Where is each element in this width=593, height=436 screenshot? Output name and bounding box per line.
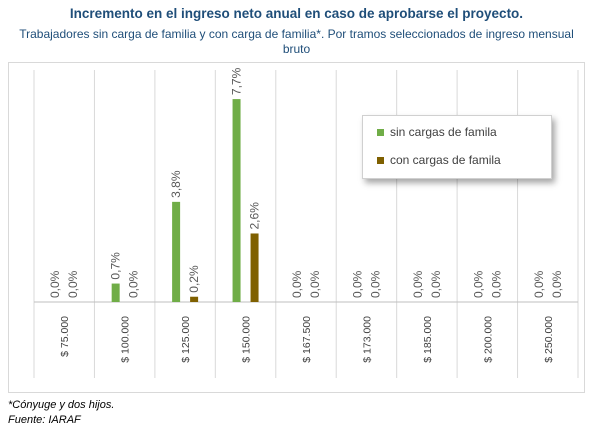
data-label: 0,0% <box>127 270 141 298</box>
bar-sin-cargas <box>111 283 120 302</box>
source-note: Fuente: IARAF <box>8 414 81 426</box>
data-label: 0,7% <box>109 252 123 280</box>
legend-label-con-cargas: con cargas de famila <box>390 153 501 167</box>
chart-subtitle: Trabajadores sin carga de familia y con … <box>19 27 574 56</box>
data-label: 0,0% <box>429 270 443 298</box>
data-label: 0,0% <box>368 270 382 298</box>
x-tick-label: $ 200.000 <box>482 316 494 363</box>
bar-con-cargas <box>190 296 199 302</box>
bar-con-cargas <box>250 233 259 302</box>
bar-sin-cargas <box>172 201 181 302</box>
data-label: 2,6% <box>248 202 262 230</box>
legend-swatch-con-cargas <box>377 156 384 164</box>
bar-sin-cargas <box>232 99 241 302</box>
x-tick-label: $ 125.000 <box>180 316 192 363</box>
data-label: 7,7% <box>230 67 244 95</box>
data-label: 0,0% <box>350 270 364 298</box>
data-label: 0,0% <box>290 270 304 298</box>
x-tick-label: $ 173.000 <box>361 316 373 363</box>
data-label: 0,0% <box>308 270 322 298</box>
x-tick-label: $ 75.000 <box>59 316 71 357</box>
legend-label-sin-cargas: sin cargas de famila <box>390 125 497 139</box>
footnote: *Cónyuge y dos hijos. <box>8 399 115 411</box>
data-label: 3,8% <box>169 170 183 198</box>
legend-item-sin-cargas: sin cargas de famila <box>377 125 497 139</box>
data-label: 0,0% <box>489 270 503 298</box>
data-label: 0,2% <box>187 265 201 293</box>
x-tick-label: $ 250.000 <box>543 316 555 363</box>
x-tick-label: $ 167.500 <box>301 316 313 363</box>
legend-item-con-cargas: con cargas de famila <box>377 153 501 167</box>
data-label: 0,0% <box>48 270 62 298</box>
data-label: 0,0% <box>550 270 564 298</box>
chart-title: Incremento en el ingreso neto anual en c… <box>69 6 524 21</box>
data-label: 0,0% <box>411 270 425 298</box>
chart-legend: sin cargas de famila con cargas de famil… <box>362 115 552 179</box>
x-tick-label: $ 150.000 <box>241 316 253 363</box>
data-label: 0,0% <box>471 270 485 298</box>
data-label: 0,0% <box>66 270 80 298</box>
legend-swatch-sin-cargas <box>377 128 384 136</box>
data-label: 0,0% <box>532 270 546 298</box>
x-tick-label: $ 185.000 <box>422 316 434 363</box>
x-tick-label: $ 100.000 <box>120 316 132 363</box>
